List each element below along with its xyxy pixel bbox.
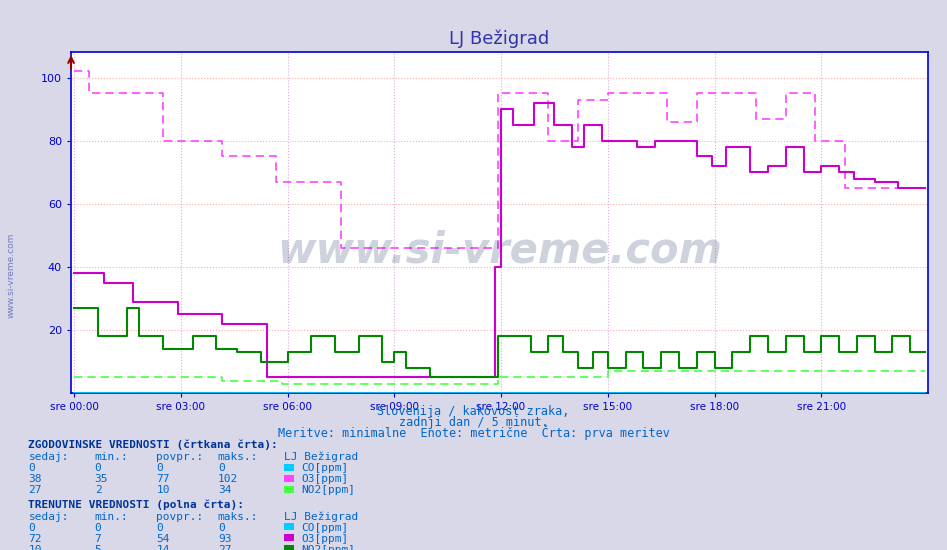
Text: 0: 0 <box>156 463 163 474</box>
Text: min.:: min.: <box>95 512 129 522</box>
Title: LJ Bežigrad: LJ Bežigrad <box>450 29 549 48</box>
Text: 35: 35 <box>95 474 108 485</box>
Text: 54: 54 <box>156 534 170 544</box>
Text: ZGODOVINSKE VREDNOSTI (črtkana črta):: ZGODOVINSKE VREDNOSTI (črtkana črta): <box>28 440 278 450</box>
Text: 27: 27 <box>218 544 231 550</box>
Text: Slovenija / kakovost zraka,: Slovenija / kakovost zraka, <box>377 405 570 418</box>
Text: www.si-vreme.com: www.si-vreme.com <box>7 232 16 318</box>
Text: 0: 0 <box>218 463 224 474</box>
Text: Meritve: minimalne  Enote: metrične  Črta: prva meritev: Meritve: minimalne Enote: metrične Črta:… <box>277 425 670 440</box>
Text: 7: 7 <box>95 534 101 544</box>
Text: 27: 27 <box>28 485 42 496</box>
Text: 0: 0 <box>95 463 101 474</box>
Text: zadnji dan / 5 minut.: zadnji dan / 5 minut. <box>399 416 548 429</box>
Text: povpr.:: povpr.: <box>156 452 204 463</box>
Text: 77: 77 <box>156 474 170 485</box>
Text: 10: 10 <box>28 544 42 550</box>
Text: 0: 0 <box>95 522 101 533</box>
Text: LJ Bežigrad: LJ Bežigrad <box>284 512 358 522</box>
Text: LJ Bežigrad: LJ Bežigrad <box>284 452 358 463</box>
Text: 38: 38 <box>28 474 42 485</box>
Text: sedaj:: sedaj: <box>28 452 69 463</box>
Text: 93: 93 <box>218 534 231 544</box>
Text: 0: 0 <box>28 522 35 533</box>
Text: O3[ppm]: O3[ppm] <box>301 474 348 485</box>
Text: 72: 72 <box>28 534 42 544</box>
Text: 14: 14 <box>156 544 170 550</box>
Text: CO[ppm]: CO[ppm] <box>301 463 348 474</box>
Text: 5: 5 <box>95 544 101 550</box>
Text: 102: 102 <box>218 474 238 485</box>
Text: NO2[ppm]: NO2[ppm] <box>301 544 355 550</box>
Text: maks.:: maks.: <box>218 452 259 463</box>
Text: 2: 2 <box>95 485 101 496</box>
Text: 10: 10 <box>156 485 170 496</box>
Text: TRENUTNE VREDNOSTI (polna črta):: TRENUTNE VREDNOSTI (polna črta): <box>28 499 244 510</box>
Text: maks.:: maks.: <box>218 512 259 522</box>
Text: NO2[ppm]: NO2[ppm] <box>301 485 355 496</box>
Text: povpr.:: povpr.: <box>156 512 204 522</box>
Text: 34: 34 <box>218 485 231 496</box>
Text: www.si-vreme.com: www.si-vreme.com <box>277 229 722 271</box>
Text: sedaj:: sedaj: <box>28 512 69 522</box>
Text: 0: 0 <box>28 463 35 474</box>
Text: 0: 0 <box>156 522 163 533</box>
Text: 0: 0 <box>218 522 224 533</box>
Text: O3[ppm]: O3[ppm] <box>301 534 348 544</box>
Text: CO[ppm]: CO[ppm] <box>301 522 348 533</box>
Text: min.:: min.: <box>95 452 129 463</box>
